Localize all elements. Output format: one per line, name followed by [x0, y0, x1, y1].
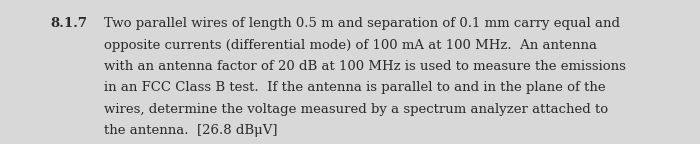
Text: the antenna.  [26.8 dBμV]: the antenna. [26.8 dBμV] [104, 124, 277, 137]
Text: in an FCC Class B test.  If the antenna is parallel to and in the plane of the: in an FCC Class B test. If the antenna i… [104, 81, 606, 94]
Text: wires, determine the voltage measured by a spectrum analyzer attached to: wires, determine the voltage measured by… [104, 103, 608, 115]
Text: opposite currents (differential mode) of 100 mA at 100 MHz.  An antenna: opposite currents (differential mode) of… [104, 39, 596, 52]
Text: Two parallel wires of length 0.5 m and separation of 0.1 mm carry equal and: Two parallel wires of length 0.5 m and s… [104, 17, 620, 30]
Text: 8.1.7: 8.1.7 [50, 17, 88, 30]
Text: with an antenna factor of 20 dB at 100 MHz is used to measure the emissions: with an antenna factor of 20 dB at 100 M… [104, 60, 626, 73]
